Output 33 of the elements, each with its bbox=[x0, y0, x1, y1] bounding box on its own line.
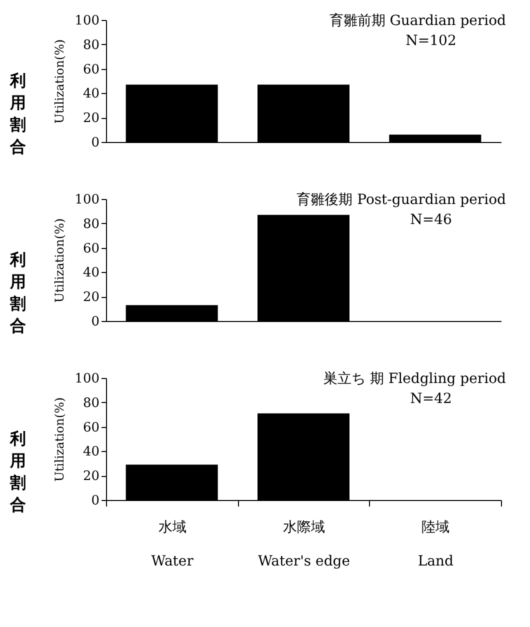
y-tick-label: 80 bbox=[82, 396, 100, 411]
text: N=46 bbox=[410, 212, 452, 228]
y-axis-title: Utilization(%) bbox=[52, 218, 67, 303]
y-tick-label: 80 bbox=[82, 38, 100, 53]
y-tick-label: 80 bbox=[82, 216, 100, 232]
y-tick-label: 40 bbox=[82, 266, 100, 281]
chart-title: 育雛前期 Guardian period bbox=[329, 12, 506, 29]
y-tick-label: 60 bbox=[82, 241, 100, 256]
category-label: 水域 Water bbox=[151, 520, 194, 570]
y-tick-label: 100 bbox=[74, 192, 100, 208]
text: 利用割合 bbox=[9, 429, 26, 514]
y-tick-label: 20 bbox=[82, 290, 100, 306]
text: N=102 bbox=[406, 33, 456, 49]
y-tick-label: 20 bbox=[82, 111, 100, 126]
category-label: 陸域 Land bbox=[418, 520, 454, 570]
text: N=42 bbox=[410, 391, 452, 407]
y-tick-label: 40 bbox=[82, 444, 100, 460]
y-tick-label: 100 bbox=[74, 372, 100, 386]
y-tick-label: 0 bbox=[91, 314, 100, 330]
y-tick-label: 60 bbox=[82, 420, 100, 436]
y-tick-label: 0 bbox=[91, 494, 100, 508]
y-axis-title: Utilization(%) bbox=[52, 397, 67, 482]
category-label: 水際域 Water's edge bbox=[258, 520, 350, 570]
y-axis-title: Utilization(%) bbox=[52, 39, 67, 124]
y-tick-label: 60 bbox=[82, 62, 100, 78]
chart-title: 育雛後期 Post-guardian period bbox=[296, 191, 506, 208]
chart-title: 巣立ち 期 Fledgling period bbox=[324, 371, 506, 387]
y-tick-label: 40 bbox=[82, 86, 100, 102]
text: 利用割合 bbox=[9, 250, 26, 335]
text: 利用割合 bbox=[9, 71, 26, 156]
y-tick-label: 100 bbox=[74, 14, 100, 28]
y-tick-label: 20 bbox=[82, 469, 100, 484]
y-tick-label: 0 bbox=[91, 136, 100, 150]
